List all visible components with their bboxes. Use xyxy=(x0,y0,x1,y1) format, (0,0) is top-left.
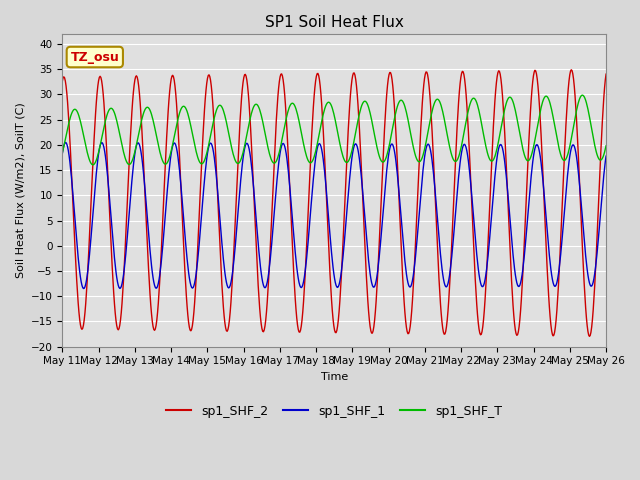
Line: sp1_SHF_1: sp1_SHF_1 xyxy=(62,143,606,288)
sp1_SHF_1 xyxy=(69,191,77,196)
sp1_SHF_1 xyxy=(181,230,189,236)
sp1_SHF_T xyxy=(68,109,76,115)
sp1_SHF_T xyxy=(58,150,66,156)
Line: sp1_SHF_2: sp1_SHF_2 xyxy=(62,70,606,336)
sp1_SHF_T xyxy=(90,162,97,168)
sp1_SHF_1 xyxy=(125,205,133,211)
sp1_SHF_T xyxy=(125,162,132,168)
sp1_SHF_2 xyxy=(58,79,66,84)
sp1_SHF_2 xyxy=(586,334,593,339)
sp1_SHF_1 xyxy=(402,265,410,271)
sp1_SHF_T xyxy=(579,92,586,98)
Line: sp1_SHF_T: sp1_SHF_T xyxy=(62,95,606,165)
sp1_SHF_T xyxy=(401,104,409,109)
sp1_SHF_2 xyxy=(568,67,575,72)
sp1_SHF_2 xyxy=(416,141,424,146)
Title: SP1 Soil Heat Flux: SP1 Soil Heat Flux xyxy=(265,15,404,30)
sp1_SHF_1 xyxy=(210,150,218,156)
sp1_SHF_1 xyxy=(61,140,69,145)
sp1_SHF_1 xyxy=(58,151,66,157)
sp1_SHF_2 xyxy=(179,236,187,241)
sp1_SHF_2 xyxy=(68,183,76,189)
sp1_SHF_1 xyxy=(418,183,426,189)
sp1_SHF_T xyxy=(209,121,216,127)
Text: TZ_osu: TZ_osu xyxy=(70,50,119,63)
sp1_SHF_1 xyxy=(79,286,87,291)
Legend: sp1_SHF_2, sp1_SHF_1, sp1_SHF_T: sp1_SHF_2, sp1_SHF_1, sp1_SHF_T xyxy=(161,400,508,423)
sp1_SHF_T xyxy=(417,158,424,164)
sp1_SHF_2 xyxy=(124,182,132,188)
X-axis label: Time: Time xyxy=(321,372,348,382)
sp1_SHF_1 xyxy=(602,153,610,159)
sp1_SHF_2 xyxy=(208,91,216,96)
sp1_SHF_T xyxy=(602,143,610,149)
sp1_SHF_2 xyxy=(400,299,408,305)
sp1_SHF_T xyxy=(180,104,188,109)
Y-axis label: Soil Heat Flux (W/m2), SoilT (C): Soil Heat Flux (W/m2), SoilT (C) xyxy=(15,102,25,278)
sp1_SHF_2 xyxy=(602,71,610,77)
